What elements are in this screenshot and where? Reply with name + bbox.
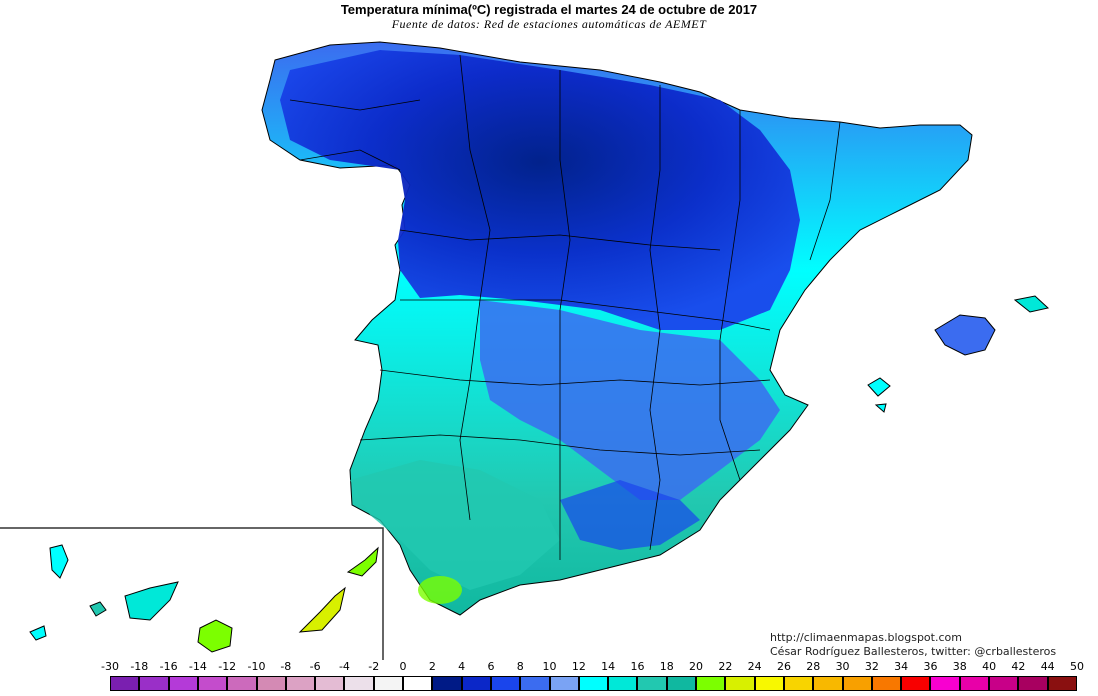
legend-label: -2 — [368, 660, 380, 673]
ibiza — [867, 377, 891, 397]
legend-label: 0 — [399, 660, 407, 673]
legend-label: -30 — [101, 660, 119, 673]
legend-swatch — [490, 676, 521, 691]
formentera — [874, 403, 887, 413]
legend-swatch — [783, 676, 814, 691]
legend-label: 28 — [806, 660, 821, 673]
legend-label: 42 — [1011, 660, 1026, 673]
legend-label: 18 — [659, 660, 674, 673]
legend-swatch — [1018, 676, 1048, 691]
southwest-teal-area — [350, 460, 560, 590]
legend-label: 4 — [458, 660, 466, 673]
legend-swatch — [461, 676, 491, 691]
warm-spot-cadiz — [418, 576, 462, 604]
fuerteventura — [298, 586, 346, 633]
legend-swatch — [403, 676, 433, 691]
canary-inset-frame — [0, 527, 384, 660]
legend-swatch — [930, 676, 960, 691]
legend-label: -10 — [247, 660, 266, 673]
central-blue-area — [480, 300, 780, 500]
legend-swatch — [842, 676, 872, 691]
menorca — [1013, 295, 1050, 313]
legend-label: 10 — [542, 660, 557, 673]
north-cold-area — [280, 50, 800, 330]
legend-label: 6 — [487, 660, 495, 673]
legend-swatch — [285, 676, 316, 691]
legend-swatch — [344, 676, 374, 691]
legend-label: 16 — [630, 660, 645, 673]
color-legend: -30 -18 -16 -14 -12 -10 -8 -6 -4 -2 0 2 4 6 8 10 12 14 16 1… — [0, 660, 1098, 696]
legend-swatch — [637, 676, 667, 691]
legend-label: -16 — [159, 660, 178, 673]
map-subtitle: Fuente de datos: Red de estaciones autom… — [391, 17, 707, 31]
legend-swatch — [432, 676, 462, 691]
la-gomera — [89, 601, 107, 617]
legend-label: 36 — [923, 660, 938, 673]
temperature-map — [0, 41, 1050, 660]
credit-block: http://climaenmapas.blogspot.com César R… — [770, 631, 1056, 659]
legend-label: 30 — [835, 660, 850, 673]
legend-label: 38 — [952, 660, 967, 673]
legend-swatch — [197, 676, 228, 691]
lanzarote — [346, 546, 379, 577]
legend-label: -12 — [218, 660, 237, 673]
legend-swatch — [754, 676, 784, 691]
southeast-blue-area — [560, 480, 700, 550]
el-hierro — [29, 625, 47, 641]
map-title: Temperatura mínima(ºC) registrada el mar… — [340, 2, 758, 17]
legend-swatch — [373, 676, 404, 691]
legend-swatch — [959, 676, 990, 691]
legend-swatch — [110, 676, 140, 691]
legend-label: 50 — [1070, 660, 1084, 673]
legend-swatch — [725, 676, 755, 691]
legend-label: -8 — [280, 660, 292, 673]
legend-label: 34 — [894, 660, 909, 673]
legend-swatch — [989, 676, 1019, 691]
legend-label: -4 — [338, 660, 350, 673]
legend-swatch — [168, 676, 198, 691]
legend-swatch — [227, 676, 257, 691]
legend-swatch — [871, 676, 902, 691]
legend-label: 32 — [864, 660, 879, 673]
credit-url: http://climaenmapas.blogspot.com — [770, 631, 962, 644]
credit-author: César Rodríguez Ballesteros, twitter: @c… — [770, 645, 1057, 658]
legend-label: 20 — [689, 660, 704, 673]
legend-swatch — [315, 676, 345, 691]
legend-swatch — [901, 676, 931, 691]
tenerife — [124, 581, 179, 621]
legend-label: 44 — [1040, 660, 1055, 673]
legend-swatch — [608, 676, 638, 691]
legend-swatch — [1047, 676, 1077, 691]
province-borders — [289, 54, 841, 560]
legend-label: 12 — [571, 660, 586, 673]
mallorca — [934, 314, 996, 356]
la-palma — [49, 544, 69, 579]
legend-label: 24 — [747, 660, 762, 673]
gran-canaria — [197, 619, 233, 653]
legend-label: 2 — [428, 660, 436, 673]
legend-label: 8 — [516, 660, 524, 673]
legend-swatch — [666, 676, 697, 691]
legend-label: -14 — [188, 660, 207, 673]
legend-swatch — [813, 676, 843, 691]
legend-swatch — [520, 676, 550, 691]
legend-label: 26 — [776, 660, 791, 673]
legend-label: -18 — [130, 660, 149, 673]
legend-label: 40 — [982, 660, 997, 673]
legend-swatch — [549, 676, 579, 691]
legend-label: 14 — [601, 660, 616, 673]
legend-label: -6 — [309, 660, 321, 673]
legend-label: 22 — [718, 660, 733, 673]
legend-swatch — [256, 676, 286, 691]
legend-swatch — [578, 676, 609, 691]
legend-swatch — [696, 676, 726, 691]
legend-swatch — [139, 676, 169, 691]
